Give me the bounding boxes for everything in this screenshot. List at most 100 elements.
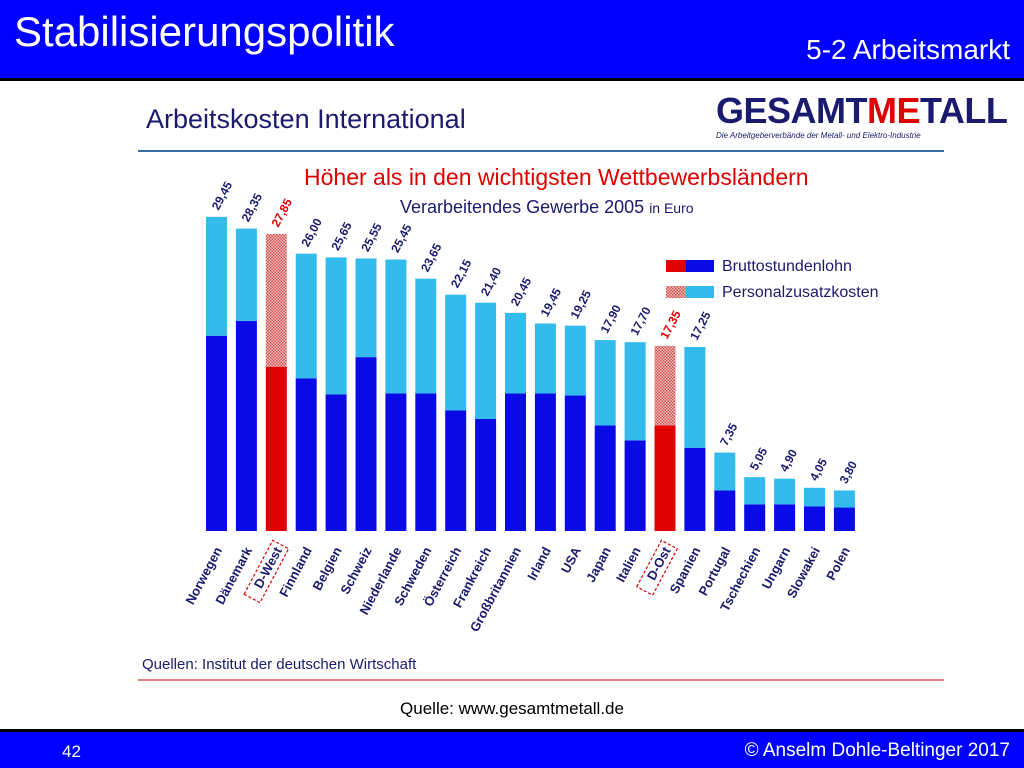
bar-base-osterreich: [445, 410, 467, 531]
bar-extra-osterreich: [445, 294, 467, 411]
highlight-frame-d-west: [243, 539, 290, 604]
bar-base-japan: [594, 425, 616, 531]
value-label-frankreich: 21,40: [478, 265, 505, 298]
chart-note-unit: in Euro: [649, 200, 694, 216]
value-label-tschechien: 5,05: [747, 445, 770, 472]
chart-note-main: Verarbeitendes Gewerbe 2005: [400, 197, 645, 217]
value-label-belgien: 25,65: [328, 219, 355, 252]
bar-extra-japan: [594, 340, 616, 426]
bar-base-d-west: [265, 366, 287, 531]
value-label-finnland: 26,00: [298, 216, 325, 249]
bar-extra-schweden: [415, 278, 437, 394]
value-label-italien: 17,70: [627, 304, 654, 337]
chart-bottom-rule: [138, 679, 944, 681]
bar-extra-frankreich: [475, 302, 497, 419]
category-label-irland: Irland: [524, 544, 554, 582]
bar-base-portugal: [714, 490, 736, 531]
bar-base-gro-britannien: [505, 393, 526, 531]
value-label-d-ost: 17,35: [657, 308, 684, 341]
chart-source: Quellen: Institut der deutschen Wirtscha…: [142, 656, 417, 673]
header-border: [0, 78, 1024, 81]
bar-extra-gro-britannien: [505, 312, 526, 394]
logo-text-start: GESAMT: [716, 90, 868, 131]
bar-extra-d-west: [265, 233, 287, 367]
bar-base-norwegen: [206, 335, 227, 531]
bar-base-usa: [564, 395, 586, 531]
legend-swatch-extra-hatched: [666, 286, 686, 298]
bar-base-frankreich: [475, 419, 497, 531]
bar-extra-polen: [833, 490, 855, 508]
bar-base-niederlande: [385, 393, 407, 531]
category-label-italien: Italien: [613, 544, 644, 584]
bar-extra-slowakei: [804, 487, 825, 507]
bar-extra-danemark: [235, 228, 257, 321]
bar-base-italien: [624, 440, 646, 531]
legend-swatch-extra-cyan: [686, 286, 714, 298]
bar-extra-niederlande: [385, 259, 407, 394]
bar-extra-finnland: [295, 253, 317, 379]
category-label-japan: Japan: [583, 544, 614, 584]
bar-extra-ungarn: [774, 478, 796, 505]
page-number: 42: [62, 742, 81, 761]
chart-subtitle: Höher als in den wichtigsten Wettbewerbs…: [304, 164, 809, 190]
value-label-osterreich: 22,15: [448, 257, 475, 290]
bar-base-schweden: [415, 393, 437, 531]
bar-base-slowakei: [804, 506, 825, 531]
bar-base-d-ost: [654, 425, 676, 531]
logo-text-mid: ME: [867, 90, 921, 131]
bar-extra-spanien: [684, 347, 706, 448]
bar-base-polen: [833, 507, 855, 531]
logo-text-end: TALL: [920, 90, 1008, 131]
slide-source: Quelle: www.gesamtmetall.de: [400, 699, 624, 718]
value-label-niederlande: 25,45: [388, 222, 415, 255]
slide-footer: 42 © Anselm Dohle-Beltinger 2017: [0, 732, 1024, 768]
value-label-schweiz: 25,55: [358, 221, 385, 254]
bar-extra-irland: [534, 323, 556, 394]
chart-legend: Bruttostundenlohn Personalzusatzkosten: [666, 258, 879, 301]
bar-base-spanien: [684, 447, 706, 531]
legend-label-personalzusatzkosten: Personalzusatzkosten: [722, 284, 879, 301]
value-label-irland: 19,45: [538, 286, 565, 319]
bar-base-irland: [534, 393, 556, 531]
slide-header: Stabilisierungspolitik 5-2 Arbeitsmarkt: [0, 0, 1024, 78]
highlight-frame-d-ost: [635, 539, 679, 596]
value-label-slowakei: 4,05: [807, 456, 830, 483]
bar-base-tschechien: [744, 504, 766, 531]
chart-note: Verarbeitendes Gewerbe 2005 in Euro: [400, 197, 694, 218]
legend-swatch-base-red: [666, 260, 686, 272]
value-label-japan: 17,90: [597, 302, 624, 335]
value-label-norwegen: 29,45: [209, 179, 236, 212]
bar-extra-belgien: [325, 257, 347, 395]
value-label-polen: 3,80: [837, 458, 860, 485]
value-label-spanien: 17,25: [687, 309, 714, 342]
value-label-danemark: 28,35: [239, 191, 266, 224]
category-label-usa: USA: [558, 544, 584, 576]
bar-group: 29,45Norwegen28,35Dänemark27,85D-West26,…: [182, 179, 860, 634]
bar-base-schweiz: [355, 357, 377, 531]
legend-swatch-base-blue: [686, 260, 714, 272]
gesamtmetall-logo: GESAMTMETALL Die Arbeitgeberverbände der…: [716, 90, 1008, 141]
logo-tagline: Die Arbeitgeberverbände der Metall- und …: [716, 131, 921, 140]
chart-top-rule: [138, 150, 944, 152]
bar-extra-norwegen: [206, 216, 227, 336]
bar-extra-usa: [564, 325, 586, 396]
value-label-portugal: 7,35: [717, 421, 740, 448]
category-label-polen: Polen: [823, 544, 853, 582]
chart-title: Arbeitskosten International: [146, 104, 466, 134]
slide-title: Stabilisierungspolitik: [14, 8, 395, 55]
bar-base-belgien: [325, 394, 347, 531]
value-label-ungarn: 4,90: [777, 447, 800, 474]
bar-base-danemark: [235, 320, 257, 531]
bar-base-finnland: [295, 378, 317, 531]
bar-extra-portugal: [714, 452, 736, 491]
logo-wordmark: GESAMTMETALL: [716, 90, 1008, 131]
footer-border: [0, 729, 1024, 732]
copyright: © Anselm Dohle-Beltinger 2017: [744, 740, 1010, 761]
bar-extra-tschechien: [744, 477, 766, 505]
value-label-d-west: 27,85: [269, 196, 296, 229]
value-label-usa: 19,25: [568, 288, 595, 321]
value-label-schweden: 23,65: [418, 241, 445, 274]
bar-extra-d-ost: [654, 345, 676, 426]
bar-extra-italien: [624, 342, 646, 441]
section-label: 5-2 Arbeitsmarkt: [806, 34, 1010, 65]
